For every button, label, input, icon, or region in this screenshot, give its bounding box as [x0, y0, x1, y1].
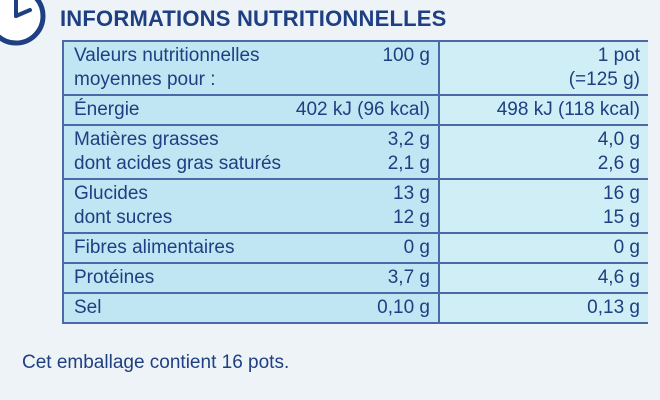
- header-col2-line2: (=125 g): [568, 69, 640, 90]
- header-col1: 100 g: [382, 45, 430, 66]
- table-body: Énergie 402 kJ (96 kcal) 498 kJ (118 kcal)…: [64, 96, 648, 324]
- table-row: Matières grasses dont acides gras saturés…: [64, 126, 648, 180]
- nutrition-table: Valeurs nutritionnelles moyennes pour : …: [62, 40, 648, 324]
- table-row: Glucides dont sucres 13 g 12 g 16 g 15 g: [64, 180, 648, 234]
- nutrient-label: Glucides: [74, 183, 148, 204]
- value-per-pot: 4,6 g: [597, 267, 640, 288]
- header-label-line1: Valeurs nutritionnelles: [74, 45, 260, 66]
- table-header-row: Valeurs nutritionnelles moyennes pour : …: [64, 42, 648, 96]
- table-row: Fibres alimentaires 0 g 0 g: [64, 234, 648, 264]
- value-per-100g: 0,10 g: [377, 297, 430, 318]
- table-row: Énergie 402 kJ (96 kcal) 498 kJ (118 kcal): [64, 96, 648, 126]
- table-row: Sel 0,10 g 0,13 g: [64, 294, 648, 324]
- header-col2-line1: 1 pot: [597, 45, 640, 66]
- nutrient-label: dont sucres: [74, 207, 173, 228]
- clock-icon: [0, 0, 48, 48]
- value-per-100g: 402 kJ (96 kcal): [295, 99, 430, 120]
- value-per-100g: 2,1 g: [387, 153, 430, 174]
- value-per-100g: 13 g: [393, 183, 430, 204]
- nutrient-label: Matières grasses: [74, 129, 219, 150]
- footer-note: Cet emballage contient 16 pots.: [22, 352, 290, 373]
- nutrient-label: dont acides gras saturés: [74, 153, 282, 174]
- nutrient-label: Protéines: [74, 267, 155, 288]
- value-per-pot: 15 g: [603, 207, 640, 228]
- nutrient-label: Sel: [74, 297, 102, 318]
- value-per-pot: 0 g: [613, 237, 640, 258]
- section-title: INFORMATIONS NUTRITIONNELLES: [60, 6, 447, 31]
- header-label-line2: moyennes pour :: [74, 69, 216, 90]
- value-per-100g: 3,7 g: [387, 267, 430, 288]
- value-per-pot: 2,6 g: [597, 153, 640, 174]
- value-per-pot: 0,13 g: [587, 297, 640, 318]
- value-per-pot: 16 g: [603, 183, 640, 204]
- value-per-pot: 4,0 g: [597, 129, 640, 150]
- nutrient-label: Fibres alimentaires: [74, 237, 235, 258]
- value-per-100g: 0 g: [403, 237, 430, 258]
- nutrient-label: Énergie: [74, 99, 140, 120]
- value-per-pot: 498 kJ (118 kcal): [496, 99, 640, 120]
- value-per-100g: 12 g: [393, 207, 430, 228]
- table-row: Protéines 3,7 g 4,6 g: [64, 264, 648, 294]
- value-per-100g: 3,2 g: [387, 129, 430, 150]
